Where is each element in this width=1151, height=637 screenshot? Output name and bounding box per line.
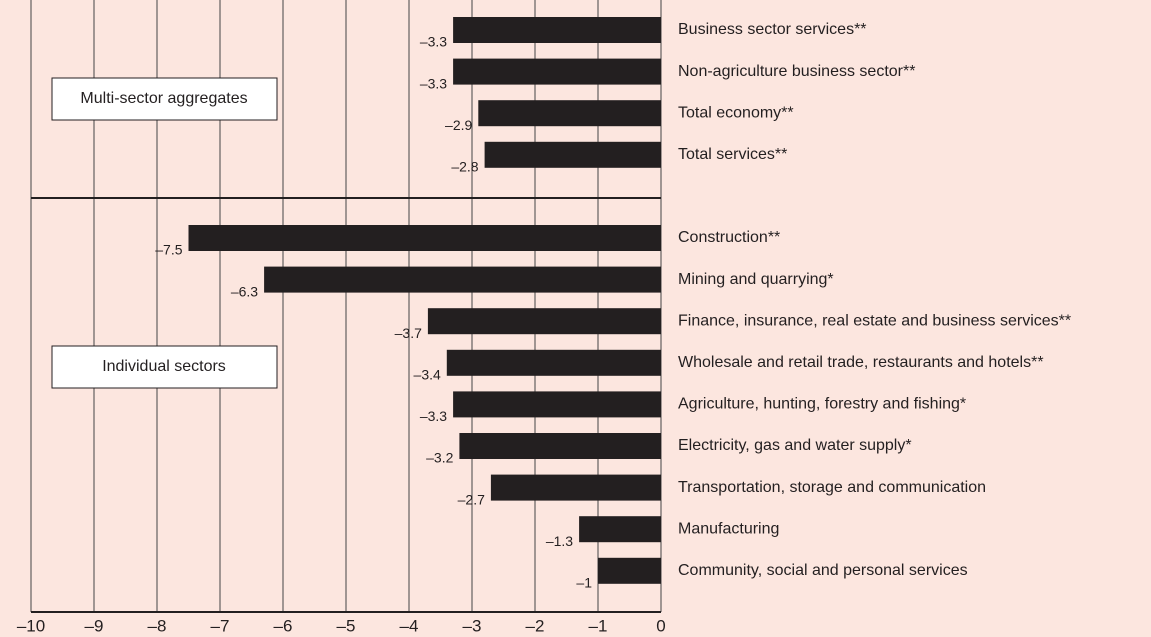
value-label: –3.2 xyxy=(426,450,453,466)
category-label: Total services** xyxy=(678,146,787,163)
bar xyxy=(453,17,661,43)
category-label: Construction** xyxy=(678,229,780,246)
value-label: –3.4 xyxy=(414,367,441,383)
value-label: –2.8 xyxy=(451,159,478,175)
bar xyxy=(478,100,661,127)
category-label: Mining and quarrying* xyxy=(678,271,834,288)
group-label: Multi-sector aggregates xyxy=(80,90,247,107)
value-label: –1 xyxy=(576,575,592,591)
category-label: Non-agriculture business sector** xyxy=(678,63,915,80)
bar xyxy=(490,474,661,501)
category-label: Wholesale and retail trade, restaurants … xyxy=(678,354,1044,371)
bar xyxy=(427,308,661,335)
x-tick-label: –5 xyxy=(337,616,356,635)
bar xyxy=(453,58,661,85)
category-label: Total economy** xyxy=(678,104,794,121)
bar xyxy=(484,141,661,168)
category-label: Business sector services** xyxy=(678,21,867,38)
value-label: –3.3 xyxy=(420,75,447,91)
category-label: Agriculture, hunting, forestry and fishi… xyxy=(678,396,966,413)
value-label: –2.7 xyxy=(458,491,485,507)
category-label: Community, social and personal services xyxy=(678,562,968,579)
category-label: Electricity, gas and water supply* xyxy=(678,437,912,454)
x-tick-label: –2 xyxy=(526,616,545,635)
value-label: –6.3 xyxy=(231,283,258,299)
x-tick-label: –8 xyxy=(148,616,167,635)
x-tick-label: –7 xyxy=(211,616,230,635)
group-box xyxy=(51,345,278,389)
bar xyxy=(188,225,661,251)
bar xyxy=(453,391,661,418)
bar xyxy=(264,266,661,293)
x-tick-label: –1 xyxy=(589,616,608,635)
x-tick-label: –6 xyxy=(274,616,293,635)
value-label: –3.7 xyxy=(395,325,422,341)
bar xyxy=(598,557,661,584)
x-tick-label: 0 xyxy=(656,616,665,635)
bar xyxy=(459,433,661,459)
x-tick-label: –10 xyxy=(17,616,45,635)
value-label: –3.3 xyxy=(420,34,447,50)
bar xyxy=(446,349,661,376)
group-box xyxy=(51,77,278,121)
x-tick-label: –9 xyxy=(85,616,104,635)
value-label: –1.3 xyxy=(546,533,573,549)
x-tick-label: –4 xyxy=(400,616,419,635)
group-label: Individual sectors xyxy=(102,358,226,375)
x-tick-label: –3 xyxy=(463,616,482,635)
value-label: –7.5 xyxy=(155,242,182,258)
bar xyxy=(579,516,661,543)
value-label: –2.9 xyxy=(445,117,472,133)
category-label: Transportation, storage and communicatio… xyxy=(678,479,986,496)
category-label: Manufacturing xyxy=(678,520,779,537)
value-label: –3.3 xyxy=(420,408,447,424)
category-label: Finance, insurance, real estate and busi… xyxy=(678,312,1071,329)
